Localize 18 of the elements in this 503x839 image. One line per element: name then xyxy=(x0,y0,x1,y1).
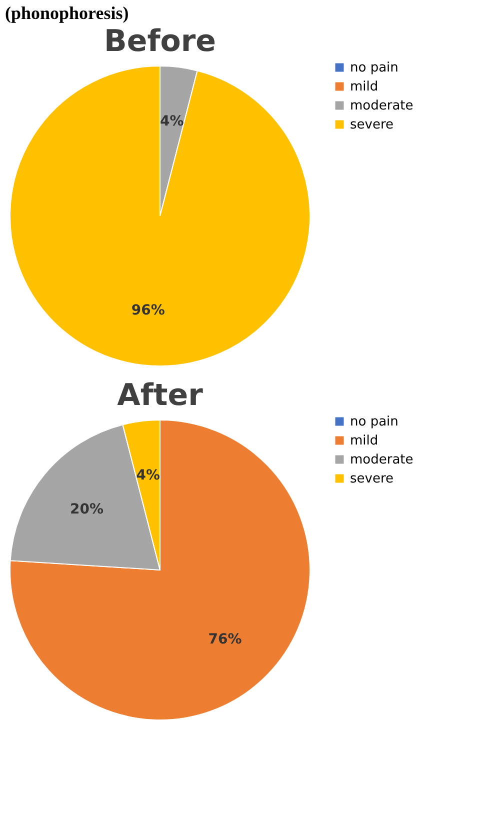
chart-title: After xyxy=(117,378,204,413)
legend-label: moderate xyxy=(350,452,414,468)
text: (phonophoresis) xyxy=(5,3,129,23)
legend-label: mild xyxy=(350,80,378,94)
legend-label: severe xyxy=(350,118,394,132)
legend-label: no pain xyxy=(350,414,398,430)
pie-slice xyxy=(10,66,310,366)
legend-label: no pain xyxy=(350,60,398,76)
legend-label: moderate xyxy=(350,98,414,114)
legend-label: mild xyxy=(350,434,378,448)
data-label: 4% xyxy=(136,468,160,484)
data-label: 4% xyxy=(160,114,184,130)
chart-title: Before xyxy=(104,24,216,59)
legend-label: severe xyxy=(350,472,394,486)
pie-slice xyxy=(10,420,310,720)
data-label: 76% xyxy=(208,631,242,648)
data-label: 20% xyxy=(70,501,104,518)
data-label: 96% xyxy=(131,302,165,318)
